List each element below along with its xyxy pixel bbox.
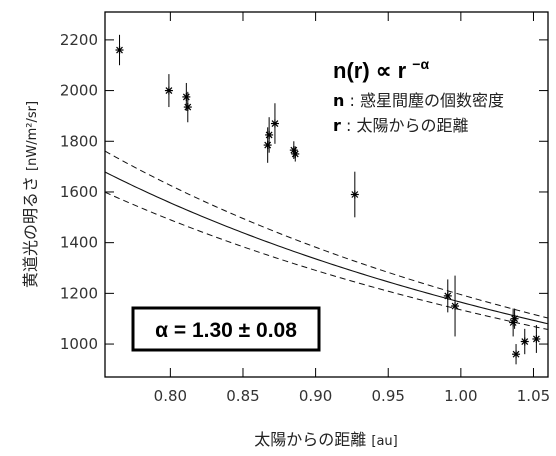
data-point [270,103,279,144]
y-tick-label: 1600 [60,183,98,201]
marker-d2 [521,338,529,345]
marker-d2 [532,335,540,343]
legend-line-n: n : 惑星間塵の個数密度 [333,91,504,110]
data-point [509,308,518,337]
data-point [164,74,173,108]
y-tick-label: 1000 [60,335,98,353]
data-point [115,34,124,66]
x-tick-label: 1.05 [517,387,550,405]
marker-d2 [271,120,279,127]
x-tick-label: 0.90 [299,387,332,405]
y-tick-label: 2200 [60,31,98,49]
fit-line [105,171,548,325]
marker-d2 [116,46,123,54]
data-points [115,34,541,365]
data-point [532,325,541,353]
data-point [350,171,359,218]
marker-d2 [165,87,173,95]
formula-annotation: n(r) ∝ r −α [333,56,429,83]
marker-d2 [451,302,459,310]
x-axis-title: 太陽からの距離 [au] [254,430,397,449]
fit-curves [105,150,548,331]
alpha-result-label: α = 1.30 ± 0.08 [155,319,297,342]
data-point [443,279,452,313]
fit-lower-bound [105,191,548,331]
data-point [520,328,529,355]
marker-d2 [511,315,519,323]
x-tick-label: 0.80 [154,387,187,405]
marker-d2 [182,93,190,101]
legend-line-r: r : 太陽からの距離 [333,116,468,135]
data-point [265,117,274,153]
axis-ticks: 0.80 0.85 0.90 0.95 1.00 1.05 1000 1200 1400 1600… [60,12,550,405]
y-axis-title: 黄道光の明るさ [nW/m²/sr] [21,101,40,288]
data-point [451,275,460,337]
y-tick-label: 1800 [60,132,98,150]
data-point [510,308,519,329]
y-tick-label: 2000 [60,82,98,100]
y-tick-label: 1400 [60,234,98,252]
data-point [291,146,300,162]
plot-frame [104,11,549,378]
x-tick-label: 1.00 [444,387,477,405]
marker-d2 [351,191,359,198]
marker-d2 [184,103,192,111]
x-tick-label: 0.85 [226,387,259,405]
data-point [512,344,521,365]
marker-d2 [265,131,273,139]
y-tick-label: 1200 [60,284,98,302]
marker-d2 [512,350,520,358]
x-tick-label: 0.95 [372,387,405,405]
fit-upper-bound [105,150,548,319]
data-point [289,141,298,160]
marker-d2 [264,141,272,149]
marker-d2 [290,146,298,154]
marker-d2 [444,292,452,300]
data-point [183,91,192,123]
marker-d2 [291,150,299,158]
alpha-result-box [131,306,321,352]
